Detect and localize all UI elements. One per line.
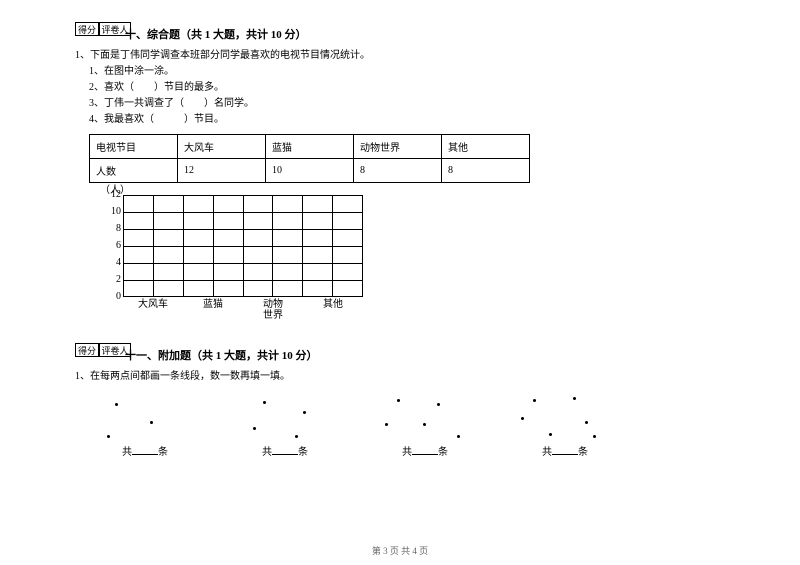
dot-point — [295, 435, 298, 438]
section-11-title: 十一、附加题（共 1 大题，共计 10 分） — [125, 347, 725, 363]
dot-point — [423, 423, 426, 426]
dot-canvas — [95, 393, 195, 441]
table-header-cell: 蓝猫 — [266, 135, 354, 159]
q10-subitem: 1、在图中涂一涂。 — [89, 64, 725, 80]
page-footer: 第 3 页 共 4 页 — [0, 544, 800, 557]
q11-stem: 1、在每两点间都画一条线段，数一数再填一填。 — [75, 369, 725, 385]
page-content: 得分 评卷人 十、综合题（共 1 大题，共计 10 分） 1、下面是丁伟同学调查… — [75, 22, 725, 458]
chart-y-tick: 8 — [106, 223, 124, 234]
q10-stem: 1、下面是丁伟同学调查本班部分同学最喜欢的电视节目情况统计。 — [75, 48, 725, 64]
chart-grid: 121086420 — [123, 195, 363, 297]
table-data-cell: 人数 — [90, 159, 178, 183]
dot-point — [385, 423, 388, 426]
dot-point — [549, 433, 552, 436]
table-header-cell: 其他 — [442, 135, 530, 159]
chart-y-tick: 0 — [106, 291, 124, 302]
dot-point — [593, 435, 596, 438]
dot-point — [533, 399, 536, 402]
table-data-cell: 10 — [266, 159, 354, 183]
dot-canvas — [375, 393, 475, 441]
dot-group: 共条 — [95, 393, 195, 458]
chart-x-label: 大风车 — [123, 297, 183, 321]
dot-point — [263, 401, 266, 404]
dot-point — [115, 403, 118, 406]
dot-point — [573, 397, 576, 400]
chart-y-tick: 2 — [106, 274, 124, 285]
table-header-cell: 动物世界 — [354, 135, 442, 159]
dot-canvas — [235, 393, 335, 441]
chart-x-label: 其他 — [303, 297, 363, 321]
dot-point — [585, 421, 588, 424]
table-data-cell: 12 — [178, 159, 266, 183]
dot-canvas — [515, 393, 615, 441]
chart-x-label: 动物世界 — [243, 297, 303, 321]
q10-subitem: 2、喜欢（ ）节目的最多。 — [89, 80, 725, 96]
bar-chart: （人）121086420大风车蓝猫动物世界其他 — [105, 195, 725, 321]
dot-group: 共条 — [515, 393, 615, 458]
score-cell-left-11: 得分 — [75, 343, 99, 357]
section-10-title: 十、综合题（共 1 大题，共计 10 分） — [125, 26, 725, 42]
section-11: 得分 评卷人 十一、附加题（共 1 大题，共计 10 分） 1、在每两点间都画一… — [75, 343, 725, 458]
chart-y-tick: 4 — [106, 257, 124, 268]
dot-point — [253, 427, 256, 430]
dot-group-label: 共条 — [95, 443, 195, 458]
q10-subitem: 3、丁伟一共调查了（ ）名同学。 — [89, 96, 725, 112]
table-header-cell: 电视节目 — [90, 135, 178, 159]
score-cell-left: 得分 — [75, 22, 99, 36]
dot-point — [107, 435, 110, 438]
dot-point — [150, 421, 153, 424]
dot-point — [303, 411, 306, 414]
q10-subitem: 4、我最喜欢（ ）节目。 — [89, 112, 725, 128]
chart-y-tick: 10 — [106, 206, 124, 217]
dot-point — [437, 403, 440, 406]
table-data-cell: 8 — [442, 159, 530, 183]
dot-group-label: 共条 — [515, 443, 615, 458]
dot-point — [397, 399, 400, 402]
dot-group-label: 共条 — [235, 443, 335, 458]
dot-group-label: 共条 — [375, 443, 475, 458]
tv-data-table: 电视节目大风车蓝猫动物世界其他 人数121088 — [89, 134, 530, 183]
dot-point — [521, 417, 524, 420]
dot-groups-row: 共条 共条 共条 共条 — [95, 393, 725, 458]
dot-point — [457, 435, 460, 438]
chart-x-label: 蓝猫 — [183, 297, 243, 321]
chart-y-tick: 6 — [106, 240, 124, 251]
dot-group: 共条 — [235, 393, 335, 458]
chart-y-tick: 12 — [106, 189, 124, 200]
table-data-cell: 8 — [354, 159, 442, 183]
dot-group: 共条 — [375, 393, 475, 458]
table-header-cell: 大风车 — [178, 135, 266, 159]
